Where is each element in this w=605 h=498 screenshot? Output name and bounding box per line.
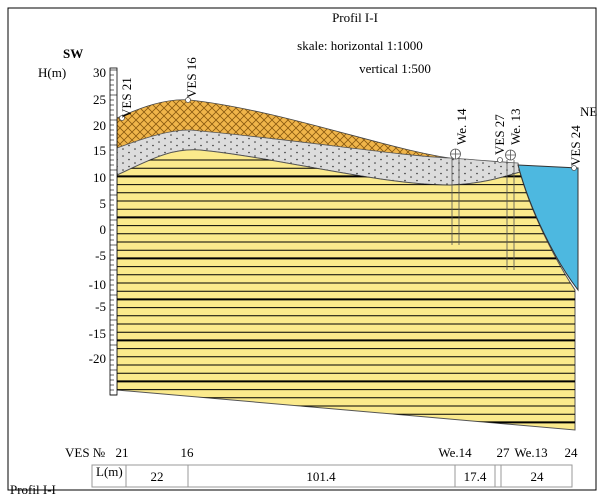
wells bbox=[119, 97, 577, 270]
scale-vertical: vertical 1:500 bbox=[359, 61, 431, 76]
sandstone-layer bbox=[116, 149, 576, 431]
ruler-ticks bbox=[110, 69, 117, 396]
tick-label: 10 bbox=[93, 170, 106, 185]
tick-label: 30 bbox=[93, 65, 106, 80]
tick-label: 15 bbox=[93, 143, 106, 158]
point-label: 21 bbox=[116, 445, 129, 460]
point-label: 16 bbox=[181, 445, 195, 460]
tick-label: -15 bbox=[89, 326, 106, 341]
frame bbox=[7, 7, 597, 491]
distance-table bbox=[91, 464, 573, 488]
tick-label: 0 bbox=[100, 222, 107, 237]
distance-label: L(m) bbox=[96, 464, 123, 479]
point-label: 24 bbox=[565, 445, 579, 460]
tick-label: 25 bbox=[93, 92, 106, 107]
tick-label: -20 bbox=[89, 351, 106, 366]
points-label: VES № bbox=[65, 445, 105, 460]
well-label: VES 21 bbox=[119, 77, 134, 118]
tick-label: -10 bbox=[89, 277, 106, 292]
distance-value: 22 bbox=[151, 469, 164, 484]
tick-label: -5 bbox=[95, 299, 106, 314]
point-label: 27 bbox=[497, 445, 511, 460]
title: Profil I-I bbox=[332, 10, 378, 25]
well-label: VES 16 bbox=[184, 57, 199, 98]
distance-value: 17.4 bbox=[464, 469, 487, 484]
direction-left: SW bbox=[63, 46, 83, 61]
well-label: We. 14 bbox=[454, 108, 469, 145]
tick-label: -5 bbox=[95, 248, 106, 263]
tick-label: 20 bbox=[93, 118, 106, 133]
caption: Profil I-I bbox=[10, 482, 56, 497]
table-dividers bbox=[125, 465, 502, 487]
well-label: VES 24 bbox=[568, 125, 583, 166]
axis-label: H(m) bbox=[38, 65, 66, 80]
point-label: We.13 bbox=[514, 445, 547, 460]
axis-ruler bbox=[109, 67, 118, 396]
water-body bbox=[517, 164, 579, 292]
tick-label: 5 bbox=[100, 196, 107, 211]
well-label: VES 27 bbox=[492, 114, 507, 155]
point-label: We.14 bbox=[438, 445, 472, 460]
distance-value: 101.4 bbox=[306, 469, 336, 484]
well-label: We. 13 bbox=[508, 109, 523, 146]
direction-right: NE bbox=[580, 104, 597, 119]
scale-horizontal: skale: horizontal 1:1000 bbox=[297, 38, 423, 53]
distance-value: 24 bbox=[531, 469, 545, 484]
